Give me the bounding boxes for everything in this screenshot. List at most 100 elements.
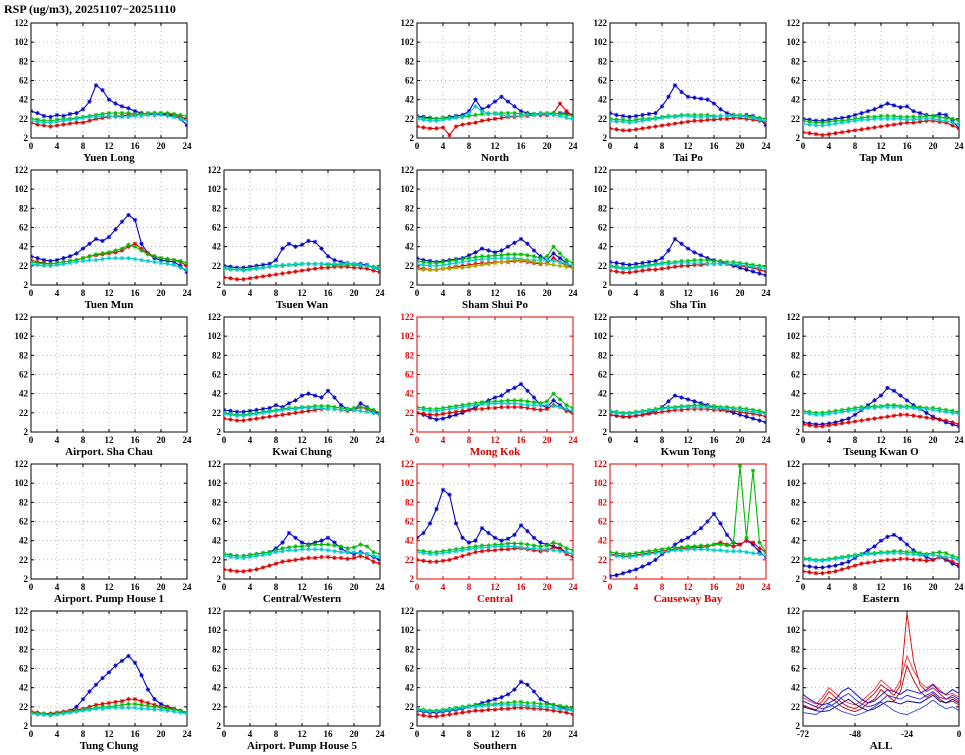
chart-panel-southern: 2 22 42 62 82 102 122 0 4 8 12 16 20 24 Southern: [386, 606, 579, 753]
x-tick-label: 0: [415, 141, 420, 151]
x-tick-label: 4: [55, 141, 60, 151]
chart-title: Sham Shui Po: [462, 299, 529, 311]
y-tick-label: 42: [19, 683, 29, 693]
y-tick-label: 102: [208, 478, 222, 488]
y-tick-label: 22: [405, 408, 415, 418]
series-markers-blue: [31, 83, 187, 128]
y-tick-label: 22: [212, 261, 222, 271]
y-tick-label: 2: [603, 574, 608, 584]
y-tick-label: 102: [594, 478, 608, 488]
y-tick-label: 102: [15, 184, 29, 194]
y-tick-label: 82: [598, 350, 608, 360]
x-tick-label: 4: [441, 582, 446, 592]
x-tick-label: 4: [634, 435, 639, 445]
series-group: [31, 212, 187, 275]
y-tick-label: 82: [405, 350, 415, 360]
y-tick-label: 2: [410, 574, 415, 584]
x-tick-label: 20: [736, 435, 746, 445]
y-tick-label: 2: [217, 721, 222, 731]
chart-panel-causeway-bay: 2 22 42 62 82 102 122 0 4 8 12 16 20 24 Causeway Bay: [579, 459, 772, 606]
y-tick-label: 82: [212, 644, 222, 654]
series-group: [803, 612, 959, 716]
x-tick-label: 16: [517, 729, 527, 739]
chart-title: Kwun Tong: [661, 446, 716, 458]
x-tick-label: 24: [376, 582, 386, 592]
y-tick-label: 22: [19, 408, 29, 418]
y-tick-label: 122: [787, 459, 801, 469]
series-markers-cyan: [610, 404, 766, 416]
series-group: [417, 94, 573, 138]
x-tick-label: 4: [55, 435, 60, 445]
x-tick-label: 8: [81, 435, 86, 445]
y-tick-label: 82: [598, 497, 608, 507]
series-markers-cyan: [610, 547, 766, 560]
x-tick-label: 4: [441, 435, 446, 445]
y-tick-label: 62: [212, 223, 222, 233]
x-tick-label: 20: [157, 729, 167, 739]
x-tick-label: 0: [29, 141, 34, 151]
y-tick-label: 62: [405, 223, 415, 233]
y-tick-label: 22: [405, 114, 415, 124]
y-tick-label: 122: [401, 312, 415, 322]
chart-title: Sha Tin: [670, 299, 707, 311]
x-tick-label: 0: [608, 141, 613, 151]
y-tick-label: 2: [603, 280, 608, 290]
y-tick-label: 82: [791, 644, 801, 654]
x-tick-label: 12: [684, 141, 694, 151]
x-tick-label: 24: [762, 582, 772, 592]
y-tick-label: 22: [405, 261, 415, 271]
x-tick-label: 16: [131, 141, 141, 151]
y-tick-label: 82: [598, 56, 608, 66]
y-tick-label: 62: [598, 517, 608, 527]
x-tick-label: 8: [274, 435, 279, 445]
x-tick-label: 16: [324, 288, 334, 298]
x-tick-label: 20: [929, 582, 939, 592]
series-line-blue-1: [803, 684, 959, 706]
x-tick-label: 8: [467, 288, 472, 298]
series-line-red-3: [803, 664, 959, 713]
y-tick-label: 122: [594, 18, 608, 28]
x-tick-label: 24: [183, 435, 193, 445]
y-tick-label: 62: [212, 370, 222, 380]
x-tick-label: 0: [222, 729, 227, 739]
chart-panel-tap-mun: 2 22 42 62 82 102 122 0 4 8 12 16 20 24 Tap Mun: [772, 18, 965, 165]
x-tick-label: 20: [929, 435, 939, 445]
y-tick-label: 22: [19, 702, 29, 712]
x-tick-label: 24: [183, 288, 193, 298]
x-tick-label: 8: [274, 288, 279, 298]
series-markers-cyan: [31, 112, 187, 125]
chart-panel-airport-sha-chau: 2 22 42 62 82 102 122 0 4 8 12 16 20 24 Airport. Sha C…: [0, 312, 193, 459]
y-tick-label: 22: [212, 555, 222, 565]
series-markers-cyan: [224, 260, 380, 273]
x-tick-label: 0: [801, 141, 806, 151]
y-tick-label: 62: [598, 76, 608, 86]
x-tick-label: 4: [441, 288, 446, 298]
y-tick-label: 122: [787, 606, 801, 616]
y-tick-label: 62: [405, 517, 415, 527]
y-tick-label: 2: [24, 427, 29, 437]
y-tick-label: 2: [410, 280, 415, 290]
x-tick-label: 16: [903, 435, 913, 445]
y-tick-label: 122: [594, 312, 608, 322]
x-tick-label: 24: [955, 582, 965, 592]
x-tick-label: 8: [81, 288, 86, 298]
x-tick-label: 4: [827, 141, 832, 151]
chart-panel-mong-kok: 2 22 42 62 82 102 122 0 4 8 12 16 20 24 Mong Kok: [386, 312, 579, 459]
x-tick-label: 16: [903, 141, 913, 151]
x-tick-label: 4: [827, 435, 832, 445]
y-tick-label: 2: [603, 427, 608, 437]
series-group: [224, 388, 380, 423]
series-group: [803, 532, 959, 576]
x-tick-label: 24: [376, 288, 386, 298]
series-line-red-2: [803, 654, 959, 706]
y-tick-label: 122: [15, 18, 29, 28]
chart-title: Tung Chung: [80, 740, 139, 752]
x-tick-label: 16: [131, 435, 141, 445]
series-markers-cyan: [417, 702, 573, 714]
chart-panel-sha-tin: 2 22 42 62 82 102 122 0 4 8 12 16 20 24 Sha Tin: [579, 165, 772, 312]
x-tick-label: 20: [543, 582, 553, 592]
y-tick-label: 102: [401, 37, 415, 47]
